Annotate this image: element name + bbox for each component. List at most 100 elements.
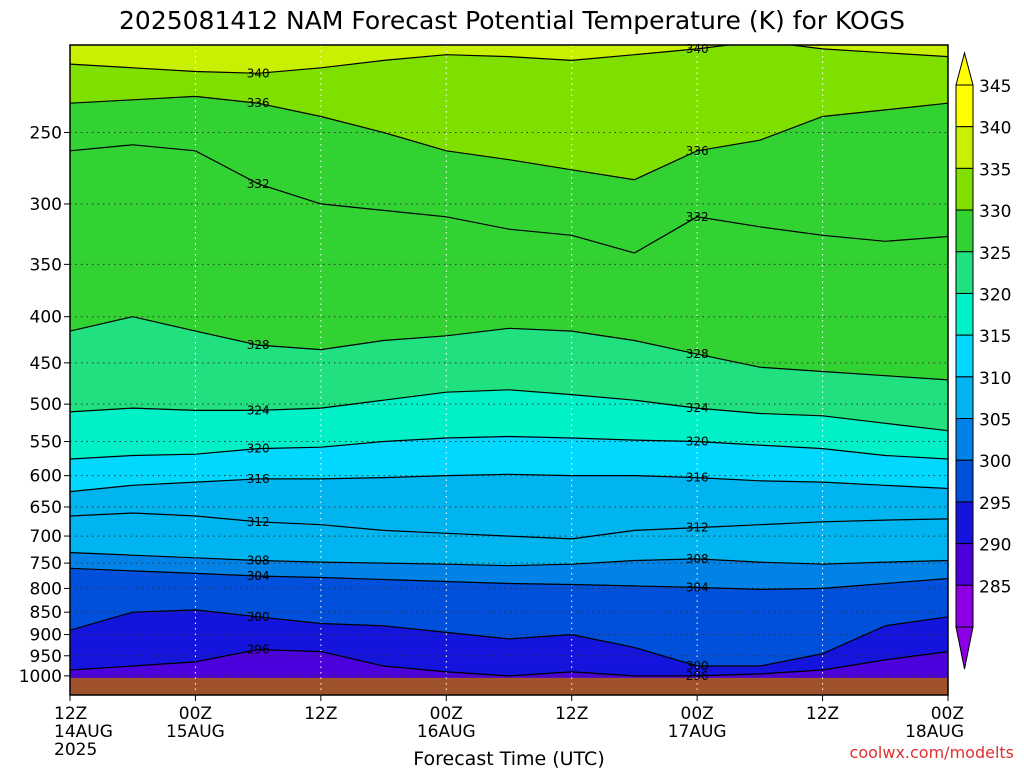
y-tick-label-350: 350 xyxy=(30,255,62,275)
y-tick-label-550: 550 xyxy=(30,433,62,453)
contour-label-308: 308 xyxy=(247,553,270,567)
colorbar-swatch-320 xyxy=(955,292,974,336)
colorbar-label-315: 315 xyxy=(979,327,1011,347)
y-tick-label-400: 400 xyxy=(30,308,62,328)
x-tick-date-h0: 14AUG xyxy=(54,722,113,742)
y-tick-label-450: 450 xyxy=(30,354,62,374)
isentrope-296 xyxy=(70,648,948,677)
contour-label-332: 332 xyxy=(247,177,270,191)
contour-label-336: 336 xyxy=(247,96,270,110)
y-tick-label-600: 600 xyxy=(30,467,62,487)
colorbar-label-320: 320 xyxy=(979,285,1011,305)
colorbar-label-285: 285 xyxy=(979,577,1011,597)
y-tick-label-900: 900 xyxy=(30,626,62,646)
y-tick-label-650: 650 xyxy=(30,498,62,518)
plot-frame xyxy=(69,44,949,696)
isentrope-320 xyxy=(70,435,948,460)
contour-label-316: 316 xyxy=(686,471,709,485)
colorbar-swatch-335 xyxy=(955,167,974,211)
x-tick-time-h12: 00Z xyxy=(179,704,212,724)
colorbar-label-305: 305 xyxy=(979,411,1011,431)
chart-title: 2025081412 NAM Forecast Potential Temper… xyxy=(119,6,905,35)
contour-label-320: 320 xyxy=(247,442,270,456)
isentrope-300 xyxy=(70,609,948,667)
x-tick-date-h84: 18AUG xyxy=(905,722,964,742)
x-tick-time-h84: 00Z xyxy=(931,704,964,724)
colorbar-top-arrow xyxy=(955,51,974,86)
colorbar-swatch-285 xyxy=(955,584,974,628)
contour-label-316: 316 xyxy=(247,472,270,486)
contour-label-296: 296 xyxy=(247,643,270,657)
isentrope-332 xyxy=(70,144,948,254)
colorbar-swatch-290 xyxy=(955,543,974,586)
colorbar-swatch-310 xyxy=(955,376,974,420)
contour-label-296: 296 xyxy=(686,669,709,683)
contour-label-300: 300 xyxy=(686,659,709,673)
colorbar-swatch-300 xyxy=(955,459,974,503)
contour-label-328: 328 xyxy=(247,338,270,352)
x-tick-date-h36: 16AUG xyxy=(417,722,476,742)
colorbar-swatch-330 xyxy=(955,209,974,253)
isentrope-316 xyxy=(70,473,948,493)
y-axis: 250 300 350 400 450 500 550 600 650 700 750 800 850 9… xyxy=(19,123,70,687)
colorbar-swatch-315 xyxy=(955,334,974,378)
isentrope-324 xyxy=(70,389,948,432)
x-tick-date-h60: 17AUG xyxy=(668,722,727,742)
colorbar-swatch-325 xyxy=(955,251,974,294)
y-tick-label-950: 950 xyxy=(30,647,62,667)
contour-label-340: 340 xyxy=(247,66,270,80)
contour-label-312: 312 xyxy=(247,515,270,529)
colorbar-label-325: 325 xyxy=(979,244,1011,264)
isentrope-304 xyxy=(70,567,948,591)
contour-label-300: 300 xyxy=(247,610,270,624)
contour-label-324: 324 xyxy=(247,403,270,417)
y-tick-label-1000: 1000 xyxy=(19,667,62,687)
filled-contours xyxy=(70,45,948,695)
colorbar-label-340: 340 xyxy=(979,119,1011,139)
colorbar-label-290: 290 xyxy=(979,536,1011,556)
y-tick-label-800: 800 xyxy=(30,579,62,599)
isentrope-328 xyxy=(70,316,948,381)
colorbar-label-295: 295 xyxy=(979,494,1011,514)
contour-label-324: 324 xyxy=(686,401,709,415)
y-tick-label-500: 500 xyxy=(30,395,62,415)
contour-label-336: 336 xyxy=(686,144,709,158)
x-tick-time-h60: 00Z xyxy=(681,704,714,724)
colorbar-label-300: 300 xyxy=(979,452,1011,472)
y-tick-label-250: 250 xyxy=(30,123,62,143)
colorbar-swatch-345 xyxy=(955,84,974,128)
x-tick-time-h24: 12Z xyxy=(304,704,337,724)
y-tick-label-700: 700 xyxy=(30,527,62,547)
contour-label-304: 304 xyxy=(686,580,709,594)
colorbar-swatch-305 xyxy=(955,418,974,461)
y-tick-label-850: 850 xyxy=(30,603,62,623)
contour-label-308: 308 xyxy=(686,552,709,566)
contour-lines xyxy=(70,45,948,677)
contour-label-304: 304 xyxy=(247,569,270,583)
contour-label-340: 340 xyxy=(686,42,709,56)
colorbar-bottom-arrow xyxy=(955,626,974,670)
contour-label-320: 320 xyxy=(686,435,709,449)
colorbar-label-345: 345 xyxy=(979,77,1011,97)
source-credit: coolwx.com/modelts xyxy=(850,743,1014,762)
contour-label-332: 332 xyxy=(686,210,709,224)
isentrope-340 xyxy=(70,45,948,74)
contour-label-312: 312 xyxy=(686,521,709,535)
x-tick-time-h72: 12Z xyxy=(806,704,839,724)
colorbar-swatch-340 xyxy=(955,126,974,169)
isentrope-312 xyxy=(70,512,948,540)
colorbar-label-335: 335 xyxy=(979,160,1011,180)
plot-area xyxy=(70,45,948,695)
colorbar-swatch-295 xyxy=(955,501,974,545)
contour-labels: 340 340 336 336 332 332 328 328 324 324 320 320 316 3… xyxy=(247,42,709,683)
x-tick-time-h48: 12Z xyxy=(555,704,588,724)
ground-band xyxy=(70,677,948,695)
contour-label-328: 328 xyxy=(686,347,709,361)
isentrope-308 xyxy=(70,551,948,567)
isentrope-336 xyxy=(70,95,948,181)
colorbar-label-330: 330 xyxy=(979,202,1011,222)
y-tick-label-300: 300 xyxy=(30,195,62,215)
y-tick-label-750: 750 xyxy=(30,554,62,574)
